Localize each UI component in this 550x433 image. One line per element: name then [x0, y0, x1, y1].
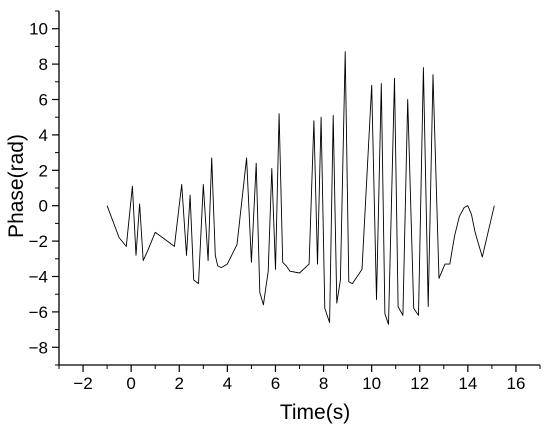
y-tick-label: 8 [39, 55, 48, 74]
y-tick-label: 2 [39, 161, 48, 180]
x-tick-label: 0 [126, 374, 135, 393]
x-tick-label: 10 [362, 374, 381, 393]
x-axis-ticks: −2 0 2 4 6 8 10 12 14 16 [58, 365, 541, 393]
x-axis-title: Time(s) [280, 401, 350, 424]
y-tick-label: −4 [29, 268, 48, 287]
x-tick-label: 16 [506, 374, 525, 393]
series-line [106, 51, 495, 325]
x-tick-label: 4 [223, 374, 232, 393]
y-tick-label: 10 [29, 20, 48, 39]
y-tick-label: −6 [29, 303, 48, 322]
x-tick-label: −2 [73, 374, 92, 393]
x-tick-label: 2 [175, 374, 184, 393]
y-tick-label: −2 [29, 232, 48, 251]
x-tick-label: 12 [410, 374, 429, 393]
y-tick-label: 0 [39, 197, 48, 216]
y-tick-label: 4 [39, 126, 48, 145]
x-tick-label: 8 [319, 374, 328, 393]
x-tick-label: 14 [458, 374, 477, 393]
y-tick-label: −8 [29, 338, 48, 357]
y-axis-title: Phase(rad) [5, 134, 28, 238]
x-tick-label: 6 [271, 374, 280, 393]
y-axis-ticks: −8 −6 −4 −2 0 2 4 6 8 10 [29, 10, 59, 366]
y-tick-label: 6 [39, 91, 48, 110]
